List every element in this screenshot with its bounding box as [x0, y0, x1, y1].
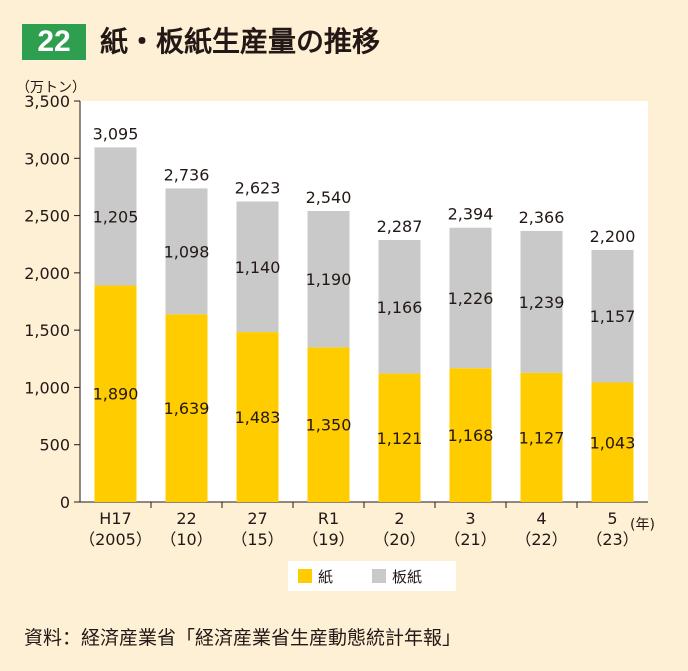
bar-paperboard	[307, 210, 350, 348]
data-label-paperboard: 1,239	[519, 293, 565, 312]
bar-paperboard	[378, 239, 421, 374]
y-tick-label: 3,000	[24, 149, 70, 168]
x-tick-label: 27	[247, 509, 267, 528]
x-tick-label-sub: （15）	[231, 530, 283, 549]
data-label-paperboard: 1,098	[164, 242, 210, 261]
y-tick-label: 0	[60, 493, 70, 512]
bar-paper	[591, 382, 634, 502]
bar-paperboard	[165, 188, 208, 315]
x-tick-label: H17	[99, 509, 131, 528]
y-tick-label: 500	[39, 436, 70, 455]
data-label-paper: 1,127	[519, 428, 565, 447]
y-tick-label: 1,500	[24, 321, 70, 340]
data-label-total: 2,540	[306, 188, 352, 207]
legend-swatch-paperboard	[372, 569, 386, 583]
data-label-paperboard: 1,166	[377, 298, 423, 317]
chart-title: 紙・板紙生産量の推移	[100, 25, 381, 58]
x-tick-label-sub: （10）	[160, 530, 212, 549]
y-tick-label: 2,000	[24, 264, 70, 283]
x-tick-label-sub: （20）	[373, 530, 425, 549]
data-label-total: 2,200	[590, 227, 636, 246]
data-label-paper: 1,043	[590, 433, 636, 452]
x-tick-label-sub: （21）	[444, 530, 496, 549]
data-label-total: 3,095	[93, 124, 139, 143]
data-label-paperboard: 1,226	[448, 289, 494, 308]
bar-paperboard	[591, 249, 634, 383]
bar-paper	[449, 368, 492, 502]
data-label-paperboard: 1,190	[306, 270, 352, 289]
x-tick-label-sub: （2005）	[79, 530, 152, 549]
source-note: 資料：経済産業省「経済産業省生産動態統計年報」	[24, 627, 462, 649]
x-unit-label: (年)	[630, 517, 655, 533]
data-label-paper: 1,168	[448, 426, 494, 445]
y-unit-label: （万トン）	[16, 80, 86, 96]
bar-paperboard	[449, 227, 492, 369]
bar-paper	[378, 373, 421, 502]
data-label-total: 2,623	[235, 178, 281, 197]
data-label-total: 2,366	[519, 208, 565, 227]
x-tick-label: 4	[536, 509, 546, 528]
x-tick-label: R1	[318, 509, 339, 528]
data-label-paper: 1,121	[377, 429, 423, 448]
data-label-total: 2,736	[164, 165, 210, 184]
bar-paper	[165, 314, 208, 502]
x-tick-label: 2	[394, 509, 404, 528]
bar-paper	[236, 332, 279, 502]
data-label-paper: 1,639	[164, 399, 210, 418]
x-tick-label: 5	[607, 509, 617, 528]
legend-label-paperboard: 板紙	[392, 568, 422, 586]
data-label-paper: 1,483	[235, 408, 281, 427]
data-label-paperboard: 1,157	[590, 307, 636, 326]
bar-paperboard	[520, 230, 563, 373]
bar-paperboard	[236, 201, 279, 333]
data-label-paperboard: 1,205	[93, 207, 139, 226]
legend-swatch-paper	[298, 569, 312, 583]
x-tick-label-sub: （19）	[302, 530, 354, 549]
y-tick-label: 2,500	[24, 207, 70, 226]
x-tick-label-sub: （23）	[586, 530, 638, 549]
bar-paper	[520, 372, 563, 502]
x-tick-label-sub: （22）	[515, 530, 567, 549]
bar-paper	[307, 347, 350, 502]
bar-paper	[94, 285, 137, 502]
data-label-total: 2,287	[377, 217, 423, 236]
y-tick-label: 3,500	[24, 92, 70, 111]
legend-label-paper: 紙	[318, 568, 333, 586]
data-label-paper: 1,890	[93, 385, 139, 404]
data-label-total: 2,394	[448, 205, 494, 224]
figure-number-badge: 22	[22, 24, 86, 60]
bar-paperboard	[94, 147, 137, 286]
x-tick-label: 22	[176, 509, 196, 528]
y-tick-label: 1,000	[24, 378, 70, 397]
x-tick-label: 3	[465, 509, 475, 528]
data-label-paperboard: 1,140	[235, 258, 281, 277]
data-label-paper: 1,350	[306, 416, 352, 435]
